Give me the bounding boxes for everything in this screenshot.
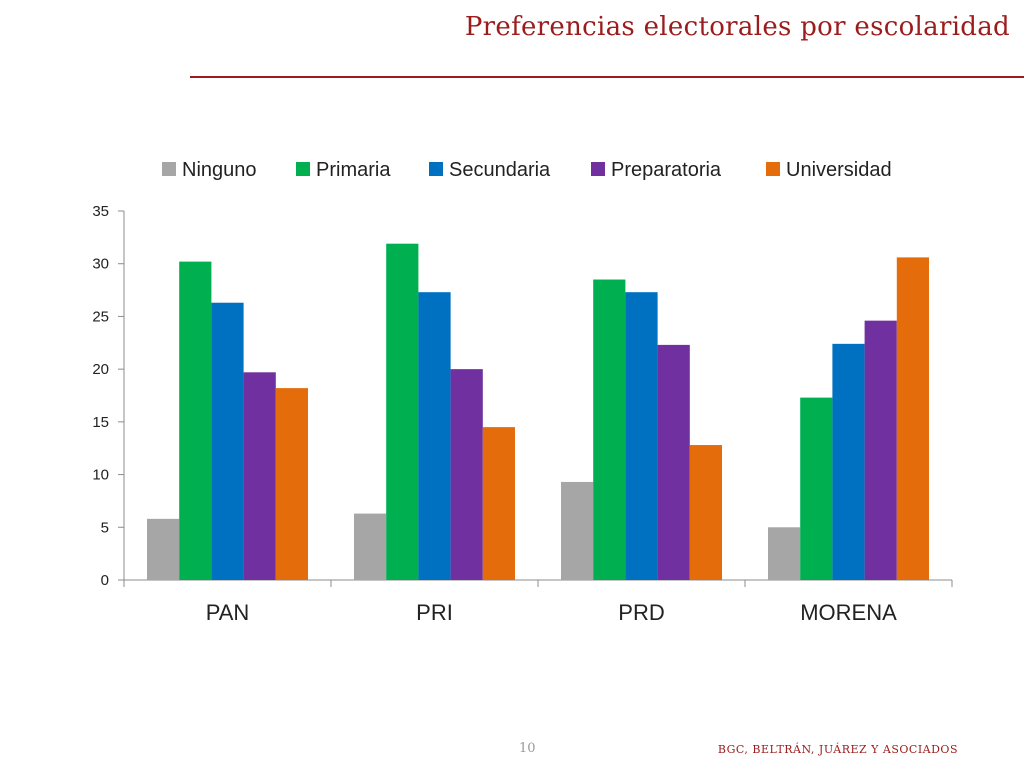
- y-tick-label: 35: [92, 203, 109, 220]
- bar-pan-universidad: [275, 388, 308, 580]
- legend-label: Universidad: [786, 159, 892, 181]
- y-tick-label: 5: [101, 519, 109, 536]
- bar-pri-secundaria: [418, 292, 451, 580]
- x-axis: PAN PRI PRD MORENA: [123, 579, 953, 625]
- title-divider: [190, 76, 1024, 78]
- y-axis: 0 5 10 15 20 25 30 35: [92, 203, 125, 589]
- legend-swatch: [429, 162, 443, 176]
- bar-prd-secundaria: [625, 292, 658, 580]
- x-category-label: PRD: [618, 600, 664, 625]
- bar-morena-universidad: [896, 257, 929, 580]
- legend-swatch: [766, 162, 780, 176]
- y-tick-label: 15: [92, 414, 109, 431]
- legend-label: Secundaria: [449, 159, 551, 181]
- bar-prd-ninguno: [561, 481, 594, 580]
- y-tick-label: 0: [101, 572, 109, 589]
- legend-item-preparatoria: Preparatoria: [591, 159, 722, 181]
- slide-title: Preferencias electorales por escolaridad: [464, 12, 1010, 42]
- x-category-label: MORENA: [800, 600, 897, 625]
- bar-pan-secundaria: [211, 302, 244, 580]
- bar-pan-preparatoria: [243, 372, 276, 580]
- bar-prd-preparatoria: [657, 344, 690, 580]
- bar-morena-primaria: [800, 397, 833, 580]
- legend-swatch: [591, 162, 605, 176]
- legend-label: Ninguno: [182, 159, 257, 181]
- bar-prd-universidad: [689, 445, 722, 580]
- legend-item-ninguno: Ninguno: [162, 159, 257, 181]
- bar-pan-ninguno: [147, 518, 180, 580]
- bar-chart: Ninguno Primaria Secundaria Preparatoria Uni…: [92, 159, 953, 625]
- footer-credit: BGC, BELTRÁN, JUÁREZ Y ASOCIADOS: [717, 743, 958, 756]
- bar-pri-universidad: [482, 427, 515, 580]
- legend-swatch: [162, 162, 176, 176]
- legend-swatch: [296, 162, 310, 176]
- bar-prd-primaria: [593, 279, 626, 580]
- y-tick-label: 30: [92, 256, 109, 273]
- bar-pri-preparatoria: [450, 369, 483, 580]
- legend-item-secundaria: Secundaria: [429, 159, 551, 181]
- bars: [147, 243, 929, 580]
- y-tick-label: 10: [92, 467, 109, 484]
- bar-pan-primaria: [179, 261, 212, 580]
- chart-legend: Ninguno Primaria Secundaria Preparatoria Uni…: [162, 159, 892, 181]
- legend-item-universidad: Universidad: [766, 159, 892, 181]
- y-tick-label: 20: [92, 361, 109, 378]
- legend-label: Preparatoria: [611, 159, 722, 181]
- y-tick-label: 25: [92, 308, 109, 325]
- x-category-label: PRI: [416, 600, 453, 625]
- bar-pri-primaria: [386, 243, 419, 580]
- legend-label: Primaria: [316, 159, 391, 181]
- x-category-label: PAN: [206, 600, 250, 625]
- slide-number: 10: [519, 741, 536, 756]
- bar-morena-secundaria: [832, 343, 865, 580]
- legend-item-primaria: Primaria: [296, 159, 391, 181]
- bar-morena-preparatoria: [864, 320, 897, 580]
- bar-morena-ninguno: [768, 527, 801, 580]
- bar-pri-ninguno: [354, 513, 387, 580]
